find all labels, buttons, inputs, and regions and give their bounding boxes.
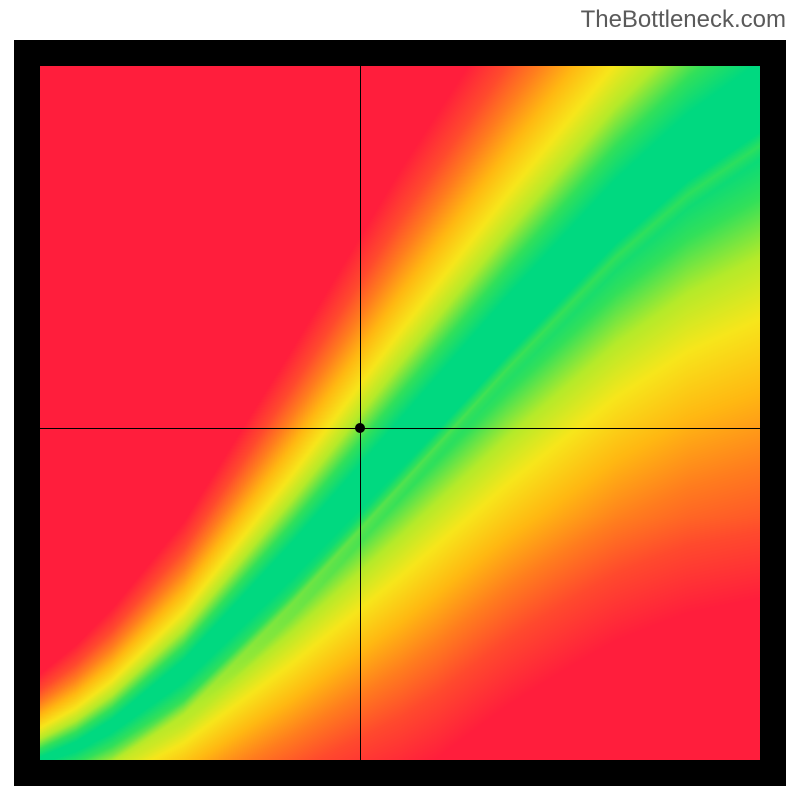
crosshair-horizontal	[40, 428, 760, 429]
plot-area	[40, 66, 760, 760]
marker-dot	[355, 423, 365, 433]
watermark-text: TheBottleneck.com	[581, 6, 786, 34]
chart-frame	[14, 40, 786, 786]
chart-container: TheBottleneck.com	[0, 0, 800, 800]
crosshair-vertical	[360, 66, 361, 760]
heatmap-canvas	[40, 66, 760, 760]
